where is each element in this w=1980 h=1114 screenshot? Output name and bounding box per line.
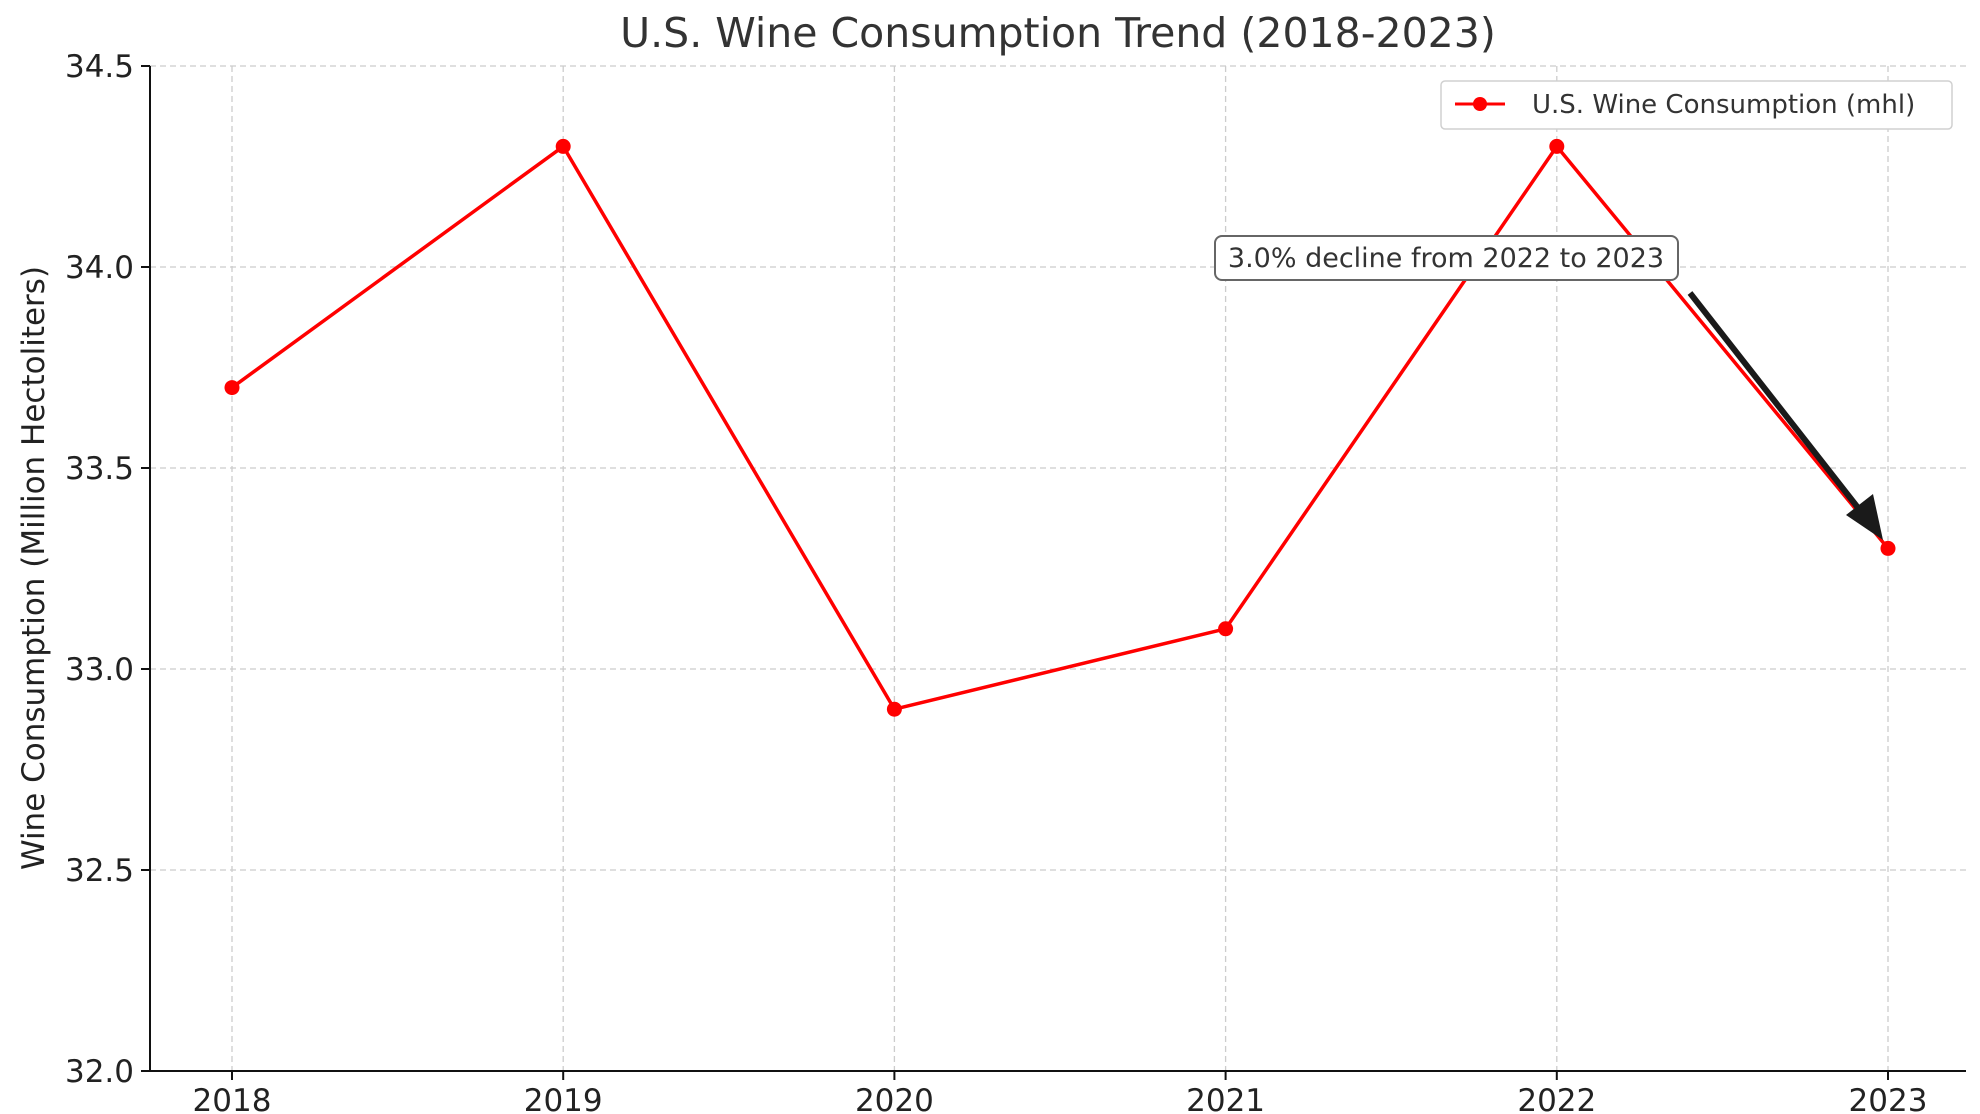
data-point — [224, 380, 240, 396]
annotation-arrowhead — [1846, 494, 1883, 540]
y-ticks: 32.0 32.5 33.0 33.5 34.0 34.5 — [65, 49, 150, 1090]
legend: U.S. Wine Consumption (mhl) — [1440, 80, 1953, 130]
x-tick-label: 2018 — [193, 1083, 272, 1114]
chart-title: U.S. Wine Consumption Trend (2018-2023) — [620, 9, 1496, 57]
legend-box — [1440, 80, 1953, 130]
y-tick-label: 32.0 — [65, 1054, 134, 1090]
y-tick-label: 33.0 — [65, 652, 134, 688]
y-tick-label: 34.5 — [65, 49, 134, 85]
legend-marker-swatch — [1473, 97, 1487, 111]
annotation: 3.0% decline from 2022 to 2023 — [1214, 235, 1883, 540]
annotation-box — [1214, 235, 1679, 281]
x-tick-label: 2019 — [524, 1083, 603, 1114]
legend-entry-label: U.S. Wine Consumption (mhl) — [1532, 90, 1915, 120]
data-point — [886, 701, 902, 717]
series-line — [230, 144, 1890, 711]
data-point — [1880, 540, 1896, 556]
grid — [150, 65, 1966, 1072]
x-tick-label: 2020 — [855, 1083, 934, 1114]
annotation-arrow — [1687, 291, 1869, 520]
data-point — [1549, 138, 1565, 154]
x-ticks: 2018 2019 2020 2021 2022 2023 — [193, 1071, 1928, 1114]
x-tick-label: 2023 — [1849, 1083, 1928, 1114]
data-point — [1218, 621, 1234, 637]
x-tick-label: 2022 — [1517, 1083, 1596, 1114]
y-tick-label: 32.5 — [65, 853, 134, 889]
y-tick-label: 34.0 — [65, 250, 134, 286]
data-point — [555, 138, 571, 154]
y-axis-label: Wine Consumption (Million Hectoliters) — [16, 266, 52, 870]
series — [224, 138, 1896, 717]
x-tick-label: 2021 — [1186, 1083, 1265, 1114]
annotation-text: 3.0% decline from 2022 to 2023 — [1228, 243, 1664, 274]
y-tick-label: 33.5 — [65, 451, 134, 487]
